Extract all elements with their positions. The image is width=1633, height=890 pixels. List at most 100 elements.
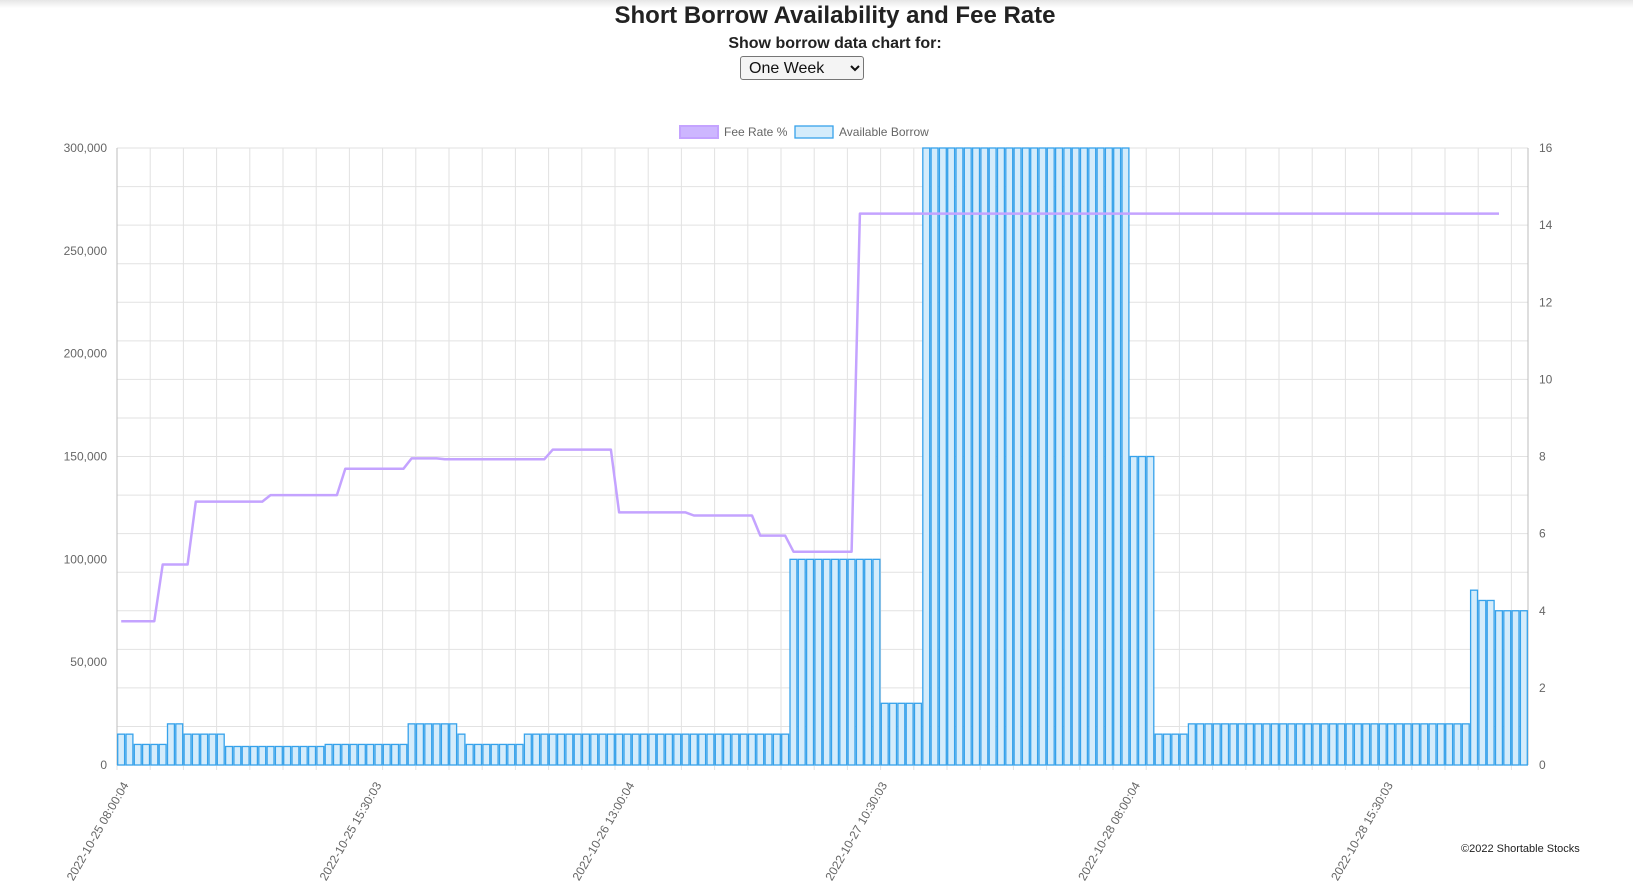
borrow-bar [673, 733, 682, 766]
borrow-bar [930, 147, 939, 766]
borrow-bar [1503, 610, 1512, 766]
borrow-bar [1079, 147, 1089, 766]
borrow-bar [913, 702, 923, 766]
borrow-bar [988, 147, 997, 766]
x-tick-label: 2022-10-25 15:30:03 [317, 779, 385, 883]
borrow-bar [1295, 723, 1304, 766]
borrow-bar [1420, 723, 1429, 766]
borrow-bar [955, 147, 964, 766]
y-right-tick-label: 14 [1539, 218, 1553, 232]
borrow-bar [590, 733, 599, 766]
borrow-bar [357, 743, 366, 766]
borrow-bar [1129, 455, 1138, 766]
x-tick-label: 2022-10-25 08:00:04 [64, 779, 132, 883]
borrow-bar [1395, 723, 1404, 766]
borrow-bar [598, 733, 607, 766]
borrow-bar [224, 745, 234, 766]
borrow-bar [739, 733, 748, 766]
borrow-bar [341, 743, 350, 766]
borrow-bar [141, 743, 151, 766]
borrow-bar [158, 743, 167, 766]
y-right-tick-label: 8 [1539, 450, 1546, 464]
borrow-bar [1362, 723, 1371, 766]
borrow-bar [689, 733, 698, 766]
borrow-bar [1378, 723, 1387, 766]
borrow-bar [432, 723, 441, 766]
borrow-bar [540, 733, 549, 766]
borrow-bar [1337, 723, 1346, 766]
borrow-bar [1021, 147, 1030, 766]
borrow-bar [648, 733, 657, 766]
y-left-tick-label: 100,000 [64, 552, 108, 566]
borrow-bar [133, 743, 142, 766]
borrow-bar [1303, 723, 1313, 766]
legend-swatch-fee-rate [679, 125, 719, 139]
borrow-bar [573, 733, 582, 766]
y-right-tick-label: 12 [1539, 295, 1553, 309]
borrow-bar [888, 702, 898, 766]
borrow-bar [905, 702, 914, 766]
borrow-bar [1245, 723, 1255, 766]
borrow-bar [897, 702, 906, 766]
range-select[interactable]: One Week [740, 56, 864, 80]
borrow-bar [424, 723, 433, 766]
y-left-tick-label: 150,000 [64, 450, 108, 464]
borrow-bar [1121, 147, 1130, 766]
borrow-bar [1328, 723, 1338, 766]
borrow-bar [449, 723, 458, 766]
borrow-bar [249, 745, 259, 766]
borrow-chart: 300,000 250,000 200,000 150,000 100,000 50,00… [64, 125, 1553, 883]
borrow-bar [781, 733, 790, 766]
y-left-tick-label: 250,000 [64, 244, 108, 258]
borrow-bar [1137, 455, 1147, 766]
borrow-bar [407, 723, 416, 766]
borrow-bar [764, 733, 773, 766]
borrow-bar [822, 558, 831, 766]
borrow-bar [1312, 723, 1321, 766]
borrow-bar [274, 745, 283, 766]
borrow-bar [797, 558, 806, 766]
borrow-bar [324, 743, 333, 766]
y-right-tick-label: 16 [1539, 141, 1553, 155]
borrow-bar [1353, 723, 1362, 766]
borrow-bar [1038, 147, 1047, 766]
borrow-bar [183, 733, 192, 766]
borrow-bar [457, 733, 466, 766]
y-right-tick-label: 4 [1539, 604, 1546, 618]
legend-label-available-borrow: Available Borrow [839, 125, 929, 139]
borrow-bar [299, 745, 308, 766]
borrow-bar [656, 733, 665, 766]
borrow-bar [615, 733, 624, 766]
borrow-bar [241, 745, 250, 766]
borrow-bar [631, 733, 640, 766]
range-selector-label: Show borrow data chart for: [728, 35, 942, 52]
borrow-bar [150, 743, 159, 766]
borrow-bar [664, 733, 674, 766]
borrow-bar [1345, 723, 1354, 766]
borrow-bar [482, 743, 491, 766]
y-right-tick-label: 10 [1539, 372, 1553, 386]
borrow-bar [415, 723, 425, 766]
borrow-bar [507, 743, 516, 766]
copyright-text: ©2022 Shortable Stocks [1461, 843, 1580, 855]
borrow-bar [922, 147, 931, 766]
borrow-bar [374, 743, 383, 766]
borrow-bar [1063, 147, 1072, 766]
borrow-bar [1096, 147, 1105, 766]
borrow-bar [714, 733, 723, 766]
y-left-tick-label: 200,000 [64, 347, 108, 361]
borrow-bar [200, 733, 209, 766]
borrow-bar [349, 743, 358, 766]
borrow-bar [1254, 723, 1263, 766]
borrow-bar [830, 558, 840, 766]
borrow-bar [316, 745, 325, 766]
borrow-bar [1469, 589, 1479, 766]
borrow-bar [623, 733, 632, 766]
legend-label-fee-rate: Fee Rate % [724, 125, 788, 139]
borrow-bar [1436, 723, 1445, 766]
borrow-bar [639, 733, 649, 766]
legend-swatch-available-borrow [794, 125, 834, 139]
borrow-bar [698, 733, 707, 766]
borrow-bar [117, 733, 126, 766]
borrow-bar [1270, 723, 1279, 766]
